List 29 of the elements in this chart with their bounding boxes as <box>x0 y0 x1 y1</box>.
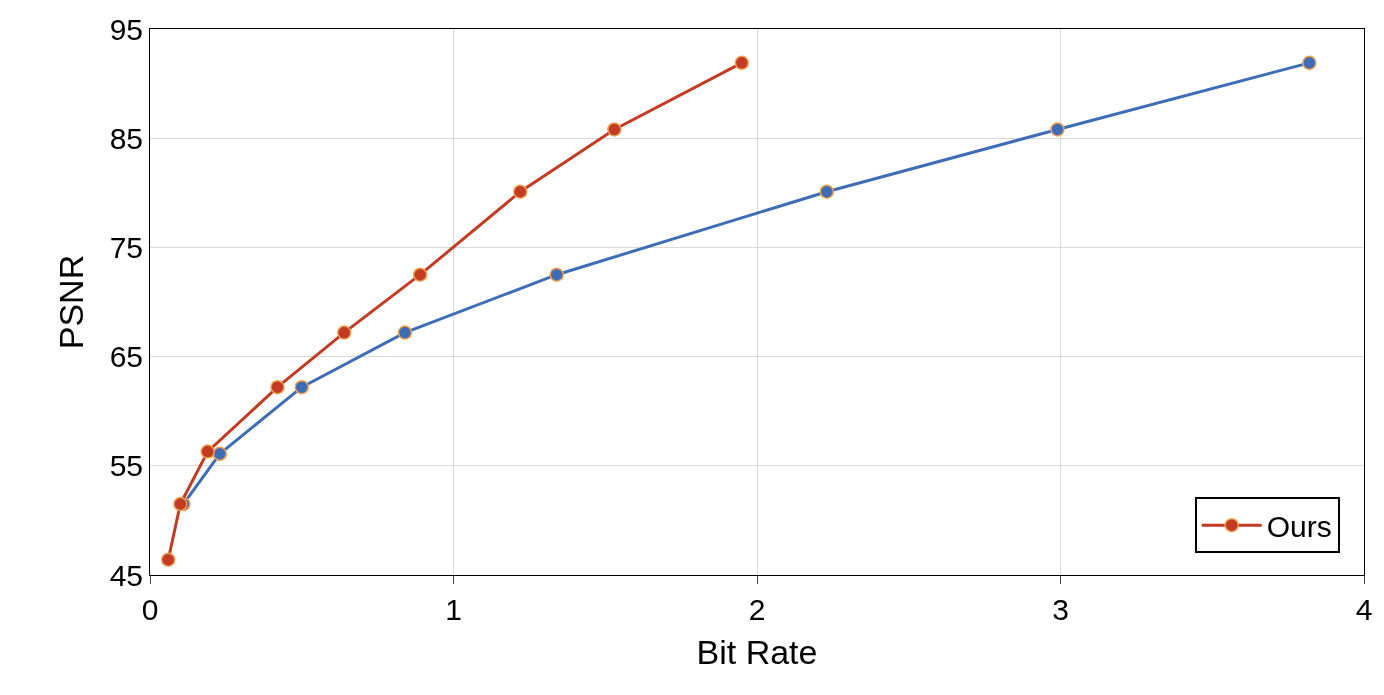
point <box>294 379 309 395</box>
x-tick-label: 4 <box>1355 593 1373 626</box>
point <box>270 379 285 395</box>
point <box>1302 55 1317 71</box>
point <box>337 325 352 340</box>
point <box>397 325 413 340</box>
y-tick-label: 95 <box>109 12 143 46</box>
x-axis-title: Bit Rate <box>696 633 818 672</box>
y-axis-title: PSNR <box>52 254 91 350</box>
y-tick-label: 75 <box>109 230 143 264</box>
x-tick-label: 2 <box>748 593 766 626</box>
point <box>412 267 428 282</box>
point <box>734 55 750 71</box>
point <box>549 267 564 282</box>
point <box>819 184 835 199</box>
point <box>1050 122 1065 137</box>
point <box>513 184 528 199</box>
point <box>212 446 228 462</box>
y-tick-label: 55 <box>109 449 143 483</box>
x-tick-label: 0 <box>141 593 159 626</box>
y-tick-label: 65 <box>109 340 143 374</box>
legend-label: Ours <box>1266 509 1332 543</box>
x-tick-label: 3 <box>1052 593 1069 626</box>
y-tick-label: 45 <box>109 558 143 592</box>
point <box>160 552 176 567</box>
point <box>607 122 622 137</box>
x-tick-label: 1 <box>445 593 462 626</box>
point <box>200 444 215 459</box>
y-tick-label: 85 <box>109 121 143 155</box>
